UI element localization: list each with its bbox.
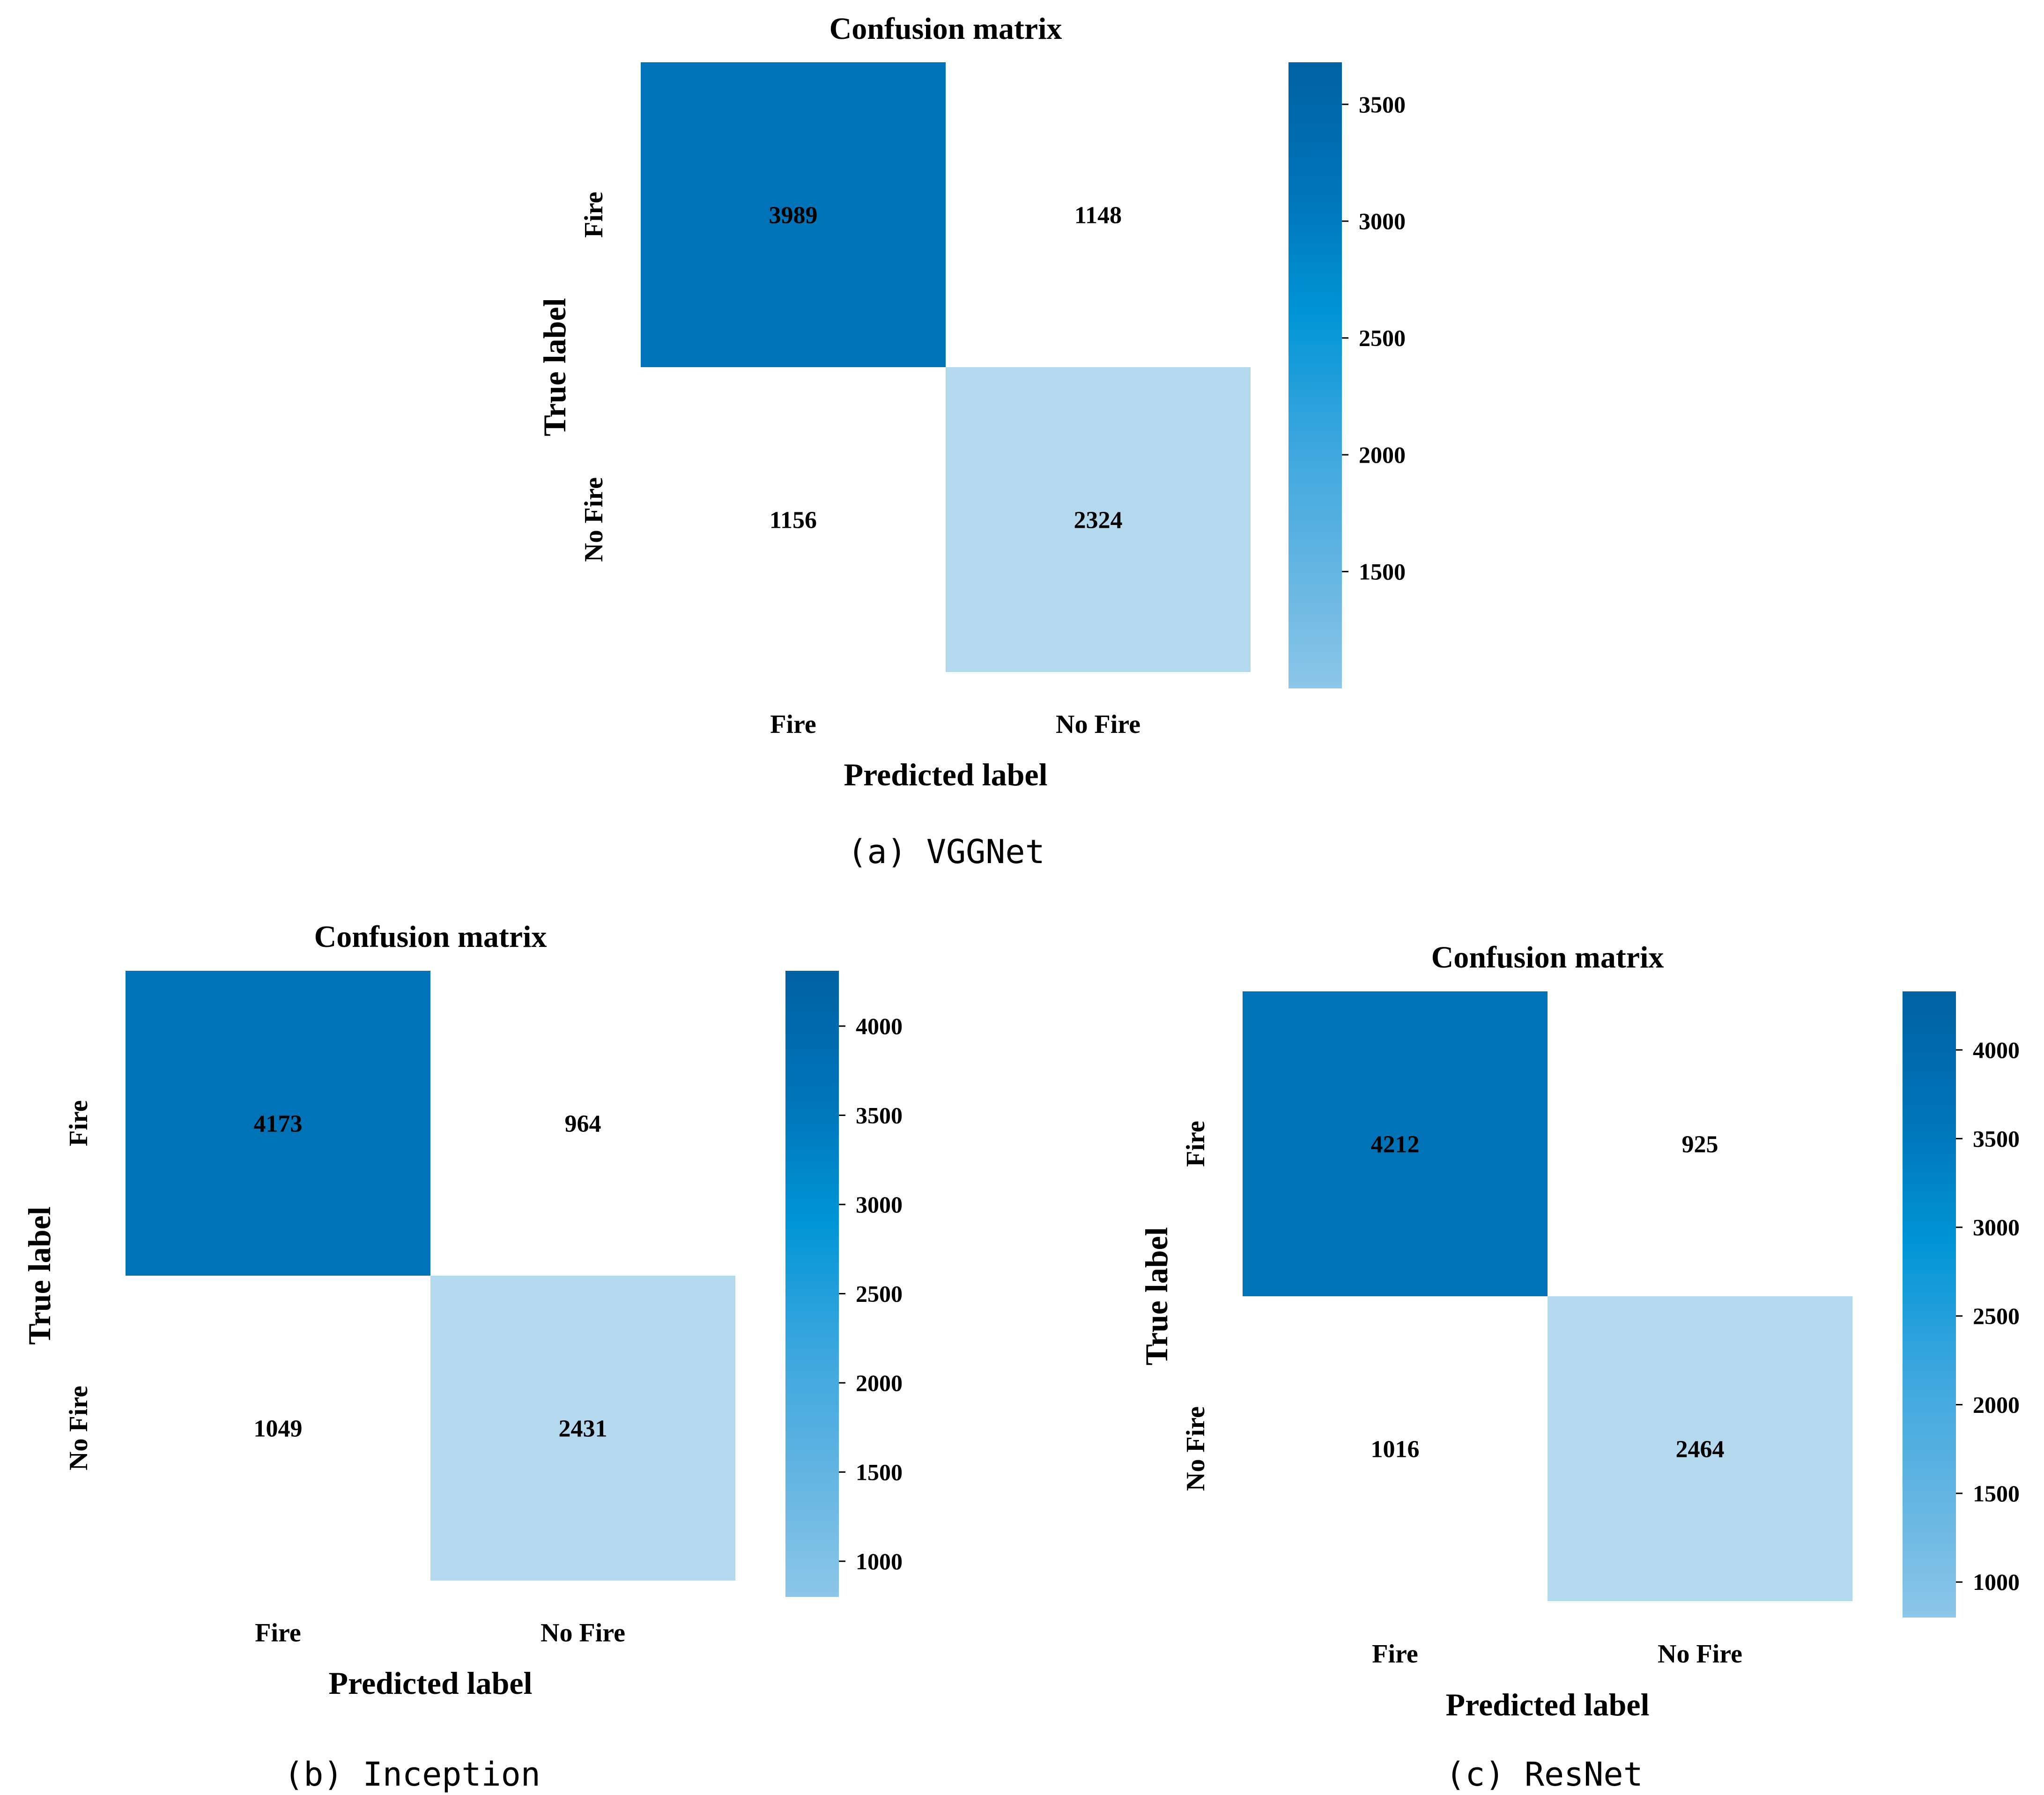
- colorbar-tick-label: 1500: [1359, 559, 1406, 585]
- panel-caption: (c) ResNet: [1445, 1755, 1643, 1794]
- heatmap-cell: [430, 971, 735, 1276]
- colorbar-tick-label: 4000: [1973, 1037, 2020, 1063]
- x-tick-label: No Fire: [541, 1618, 625, 1647]
- y-tick-label: No Fire: [1181, 1406, 1210, 1491]
- colorbar-tick-label: 3000: [1973, 1214, 2020, 1241]
- y-tick-label: Fire: [1181, 1121, 1210, 1167]
- x-axis-label: Predicted label: [329, 1665, 533, 1701]
- x-tick-label: Fire: [255, 1618, 301, 1647]
- cell-value-label: 2464: [1676, 1436, 1725, 1463]
- y-axis-label: True label: [537, 298, 572, 436]
- heatmap-cell: [1548, 991, 1852, 1296]
- cell-value-label: 3989: [769, 202, 818, 229]
- x-tick-label: Fire: [1372, 1640, 1418, 1669]
- y-axis-label: True label: [1139, 1227, 1174, 1365]
- heatmap-cell: [1548, 1296, 1852, 1601]
- heatmap-cell: [126, 1276, 430, 1581]
- x-tick-label: Fire: [770, 710, 816, 739]
- panel-caption: (b) Inception: [284, 1755, 541, 1794]
- colorbar-tick-label: 3000: [1359, 208, 1406, 234]
- cell-value-label: 4173: [254, 1111, 303, 1138]
- heatmap-cell: [946, 367, 1251, 672]
- colorbar-tick-label: 1500: [1973, 1480, 2020, 1507]
- colorbar: [1903, 991, 1956, 1618]
- colorbar-tick-label: 4000: [856, 1013, 903, 1039]
- colorbar-tick-label: 2000: [856, 1370, 903, 1396]
- heatmap-cell: [946, 62, 1251, 367]
- y-tick-label: Fire: [579, 192, 608, 237]
- cell-value-label: 925: [1682, 1131, 1718, 1158]
- chart-title: Confusion matrix: [314, 920, 547, 954]
- heatmap-cell: [1243, 1296, 1548, 1601]
- cell-value-label: 1156: [770, 507, 817, 534]
- colorbar-tick-label: 3500: [856, 1102, 903, 1129]
- colorbar-tick-label: 1500: [856, 1459, 903, 1485]
- colorbar-tick-label: 1000: [1973, 1569, 2020, 1595]
- y-tick-label: Fire: [64, 1100, 93, 1146]
- colorbar-tick-label: 3000: [856, 1191, 903, 1218]
- panel-caption: (a) VGGNet: [847, 833, 1044, 871]
- x-axis-label: Predicted label: [1446, 1687, 1650, 1722]
- y-axis-label: True label: [22, 1206, 57, 1344]
- colorbar-tick-label: 2000: [1973, 1391, 2020, 1418]
- panel-b: Confusion matrix 4173 964 1049 2431 Fire No Fi…: [22, 920, 903, 1794]
- cell-value-label: 1148: [1074, 202, 1122, 229]
- colorbar-tick-label: 3500: [1359, 91, 1406, 118]
- cell-value-label: 2431: [559, 1416, 607, 1442]
- chart-title: Confusion matrix: [829, 12, 1062, 46]
- panel-a: Confusion matrix 3989 1148 1156 2324 Fire No F…: [537, 12, 1406, 871]
- heatmap-cell: [126, 971, 430, 1276]
- x-tick-label: No Fire: [1658, 1640, 1742, 1669]
- colorbar-tick-label: 3500: [1973, 1125, 2020, 1152]
- cell-value-label: 4212: [1371, 1131, 1420, 1158]
- heatmap-cell: [641, 367, 946, 672]
- panel-c: Confusion matrix 4212 925 1016 2464 Fire No Fi…: [1139, 940, 2020, 1794]
- heatmap-cell: [1243, 991, 1548, 1296]
- chart-title: Confusion matrix: [1431, 940, 1664, 975]
- colorbar: [785, 971, 839, 1597]
- x-axis-label: Predicted label: [844, 757, 1048, 792]
- colorbar-tick-label: 2500: [856, 1280, 903, 1307]
- heatmap-cell: [430, 1276, 735, 1581]
- colorbar: [1289, 62, 1342, 688]
- cell-value-label: 2324: [1074, 507, 1123, 534]
- cell-value-label: 1049: [254, 1416, 303, 1442]
- cell-value-label: 1016: [1371, 1436, 1420, 1463]
- colorbar-tick-label: 2000: [1359, 442, 1406, 468]
- heatmap-cell: [641, 62, 946, 367]
- y-tick-label: No Fire: [64, 1386, 93, 1470]
- cell-value-label: 964: [565, 1111, 601, 1138]
- y-tick-label: No Fire: [579, 477, 608, 562]
- x-tick-label: No Fire: [1056, 710, 1140, 739]
- colorbar-tick-label: 1000: [856, 1548, 903, 1574]
- colorbar-tick-label: 2500: [1973, 1303, 2020, 1329]
- colorbar-tick-label: 2500: [1359, 325, 1406, 351]
